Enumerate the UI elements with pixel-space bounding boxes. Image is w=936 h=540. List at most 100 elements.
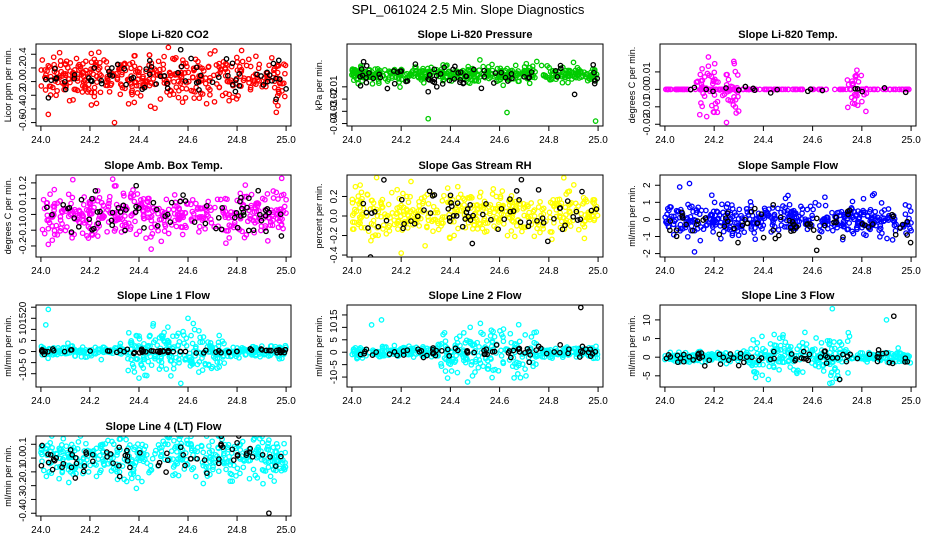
data-point: [170, 348, 177, 355]
data-point: [444, 375, 451, 381]
data-point: [59, 464, 65, 471]
data-point: [270, 444, 277, 451]
data-point: [184, 63, 190, 70]
y-axis-label: Licor ppm per min.: [3, 48, 13, 123]
data-point: [732, 104, 739, 110]
data-point: [215, 74, 222, 81]
data-point: [244, 204, 250, 211]
data-point: [139, 86, 146, 93]
x-tick-label: 24.6: [490, 266, 510, 277]
data-point: [679, 212, 686, 219]
data-point: [365, 67, 372, 74]
data-point: [79, 230, 86, 237]
data-point: [181, 340, 187, 347]
data-point: [200, 480, 207, 487]
data-point: [166, 69, 173, 76]
data-point: [874, 86, 881, 93]
data-point: [723, 81, 730, 88]
data-point: [440, 77, 446, 84]
data-point: [592, 118, 599, 124]
data-point: [896, 358, 903, 365]
data-point: [883, 317, 890, 323]
data-point: [844, 338, 851, 345]
data-point: [71, 71, 78, 78]
plot-frame: [346, 304, 604, 388]
x-tick-label: 24.0: [342, 135, 362, 146]
data-point: [490, 328, 496, 335]
data-point: [376, 80, 382, 87]
data-point: [446, 214, 453, 221]
data-point: [471, 349, 478, 356]
data-point: [471, 78, 478, 84]
data-point: [885, 217, 892, 223]
data-point: [262, 459, 269, 465]
data-point: [504, 65, 510, 72]
data-point: [714, 109, 721, 116]
data-point: [799, 339, 806, 346]
data-point: [887, 86, 893, 93]
x-tick-label: 24.8: [227, 135, 247, 146]
y-tick-label: -0.4: [18, 504, 29, 522]
data-point: [441, 192, 447, 199]
data-point: [748, 202, 755, 209]
points-layer: [662, 305, 914, 387]
data-point: [594, 212, 601, 219]
data-point: [772, 86, 778, 93]
data-point: [824, 354, 831, 361]
y-tick-label: 5: [642, 335, 653, 341]
data-point: [157, 73, 164, 80]
data-point: [398, 68, 405, 74]
data-point: [227, 478, 234, 485]
data-point: [45, 62, 52, 69]
data-point: [368, 220, 375, 227]
data-point: [227, 470, 234, 477]
data-point: [75, 223, 82, 230]
panel-title: Slope Li-820 CO2: [118, 29, 208, 41]
y-tick-label: -0.02: [642, 112, 653, 135]
data-point: [384, 85, 391, 92]
y-axis-label: ml/min per min.: [314, 315, 324, 377]
data-point: [251, 78, 258, 85]
data-point: [476, 357, 483, 363]
data-point: [219, 338, 226, 345]
data-point: [54, 87, 60, 94]
x-tick-label: 24.0: [31, 525, 51, 536]
data-point: [247, 216, 253, 222]
data-point: [125, 100, 132, 107]
data-point: [259, 439, 266, 446]
data-point: [748, 223, 755, 230]
data-point: [362, 348, 368, 355]
data-point: [257, 211, 263, 218]
data-point: [213, 349, 219, 355]
data-point: [852, 85, 859, 92]
data-point: [399, 345, 406, 352]
data-point: [533, 58, 540, 65]
data-point: [222, 214, 229, 221]
data-point: [45, 94, 52, 101]
data-point: [234, 465, 241, 472]
data-point: [247, 445, 254, 452]
data-point: [56, 446, 63, 453]
data-point: [477, 57, 483, 63]
data-point: [236, 82, 243, 89]
data-point: [742, 83, 749, 90]
data-point: [712, 100, 719, 107]
data-point: [191, 67, 197, 74]
data-point: [132, 218, 138, 225]
data-point: [281, 61, 287, 68]
data-point: [189, 358, 195, 365]
data-point: [270, 60, 277, 67]
data-point: [672, 216, 679, 223]
data-point: [834, 224, 840, 231]
data-point: [87, 348, 94, 354]
data-point: [703, 222, 709, 229]
data-point: [818, 228, 825, 235]
data-point: [884, 235, 890, 242]
data-point: [225, 228, 231, 234]
data-point: [775, 358, 782, 365]
data-point: [170, 365, 177, 372]
data-point: [196, 327, 202, 334]
data-point: [116, 462, 122, 469]
data-point: [580, 200, 586, 207]
